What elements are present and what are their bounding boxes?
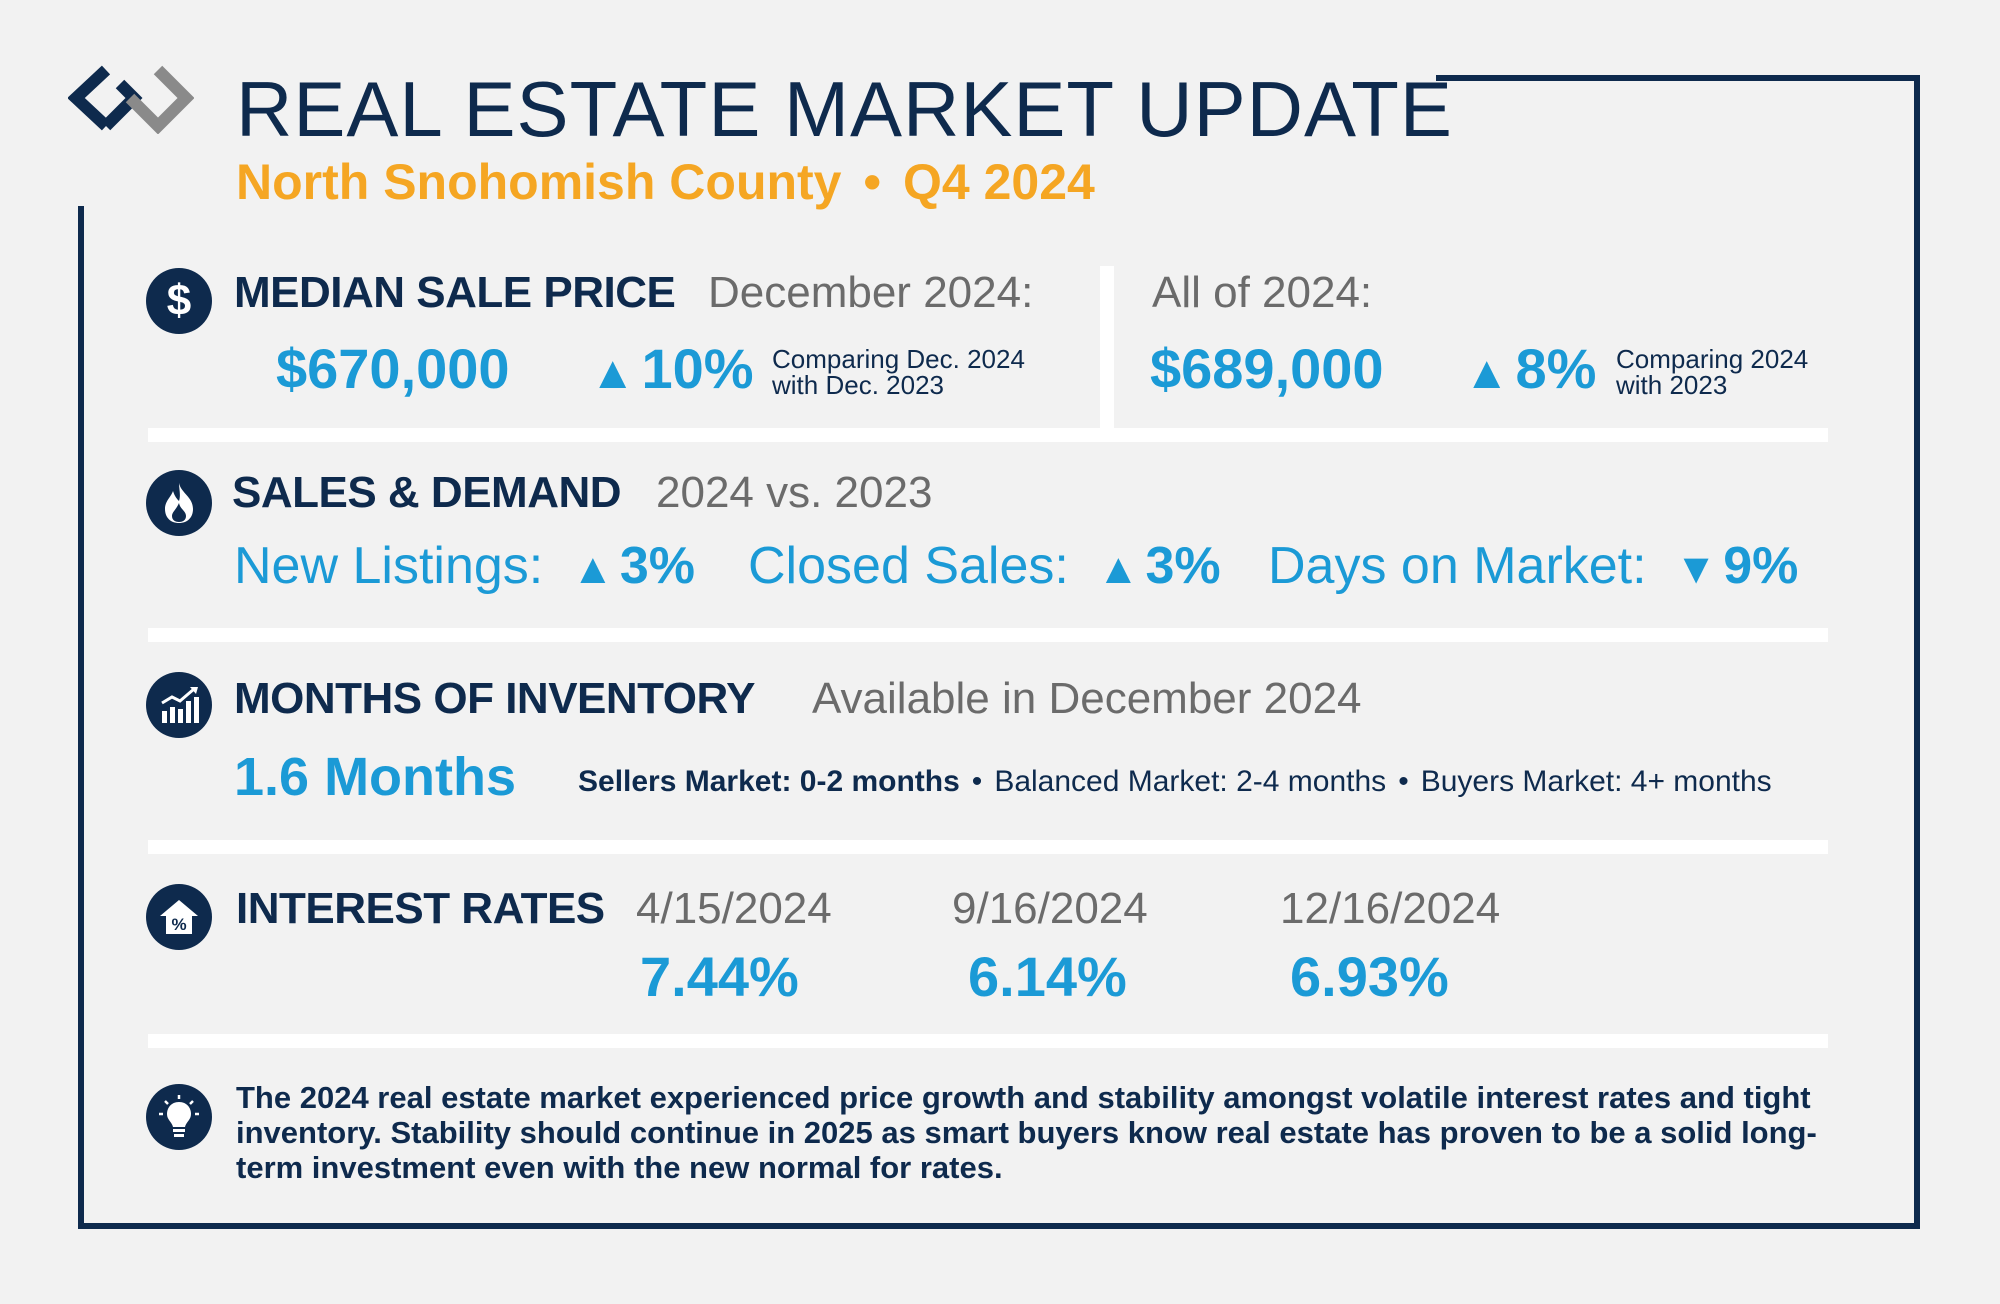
december-note-line-2: with Dec. 2023 <box>772 370 944 400</box>
subtitle-separator: • <box>863 154 882 210</box>
buyers-market-range: Buyers Market: 4+ months <box>1420 765 1772 798</box>
days-on-market-label: Days on Market: <box>1268 537 1647 595</box>
market-insight-text: The 2024 real estate market experienced … <box>236 1080 1817 1185</box>
year-note-line-1: Comparing 2024 <box>1616 344 1809 374</box>
up-arrow-icon: ▲ <box>571 545 614 593</box>
down-arrow-icon: ▼ <box>1675 545 1718 593</box>
rate-value-1: 7.44% <box>640 945 799 1008</box>
closed-sales-label: Closed Sales: <box>748 537 1069 595</box>
rate-date-1: 4/15/2024 <box>636 884 832 933</box>
rate-value-3: 6.93% <box>1290 945 1449 1008</box>
dollar-icon: $ <box>146 268 212 334</box>
december-label: December 2024: <box>708 268 1034 317</box>
year-note-line-2: with 2023 <box>1616 370 1728 400</box>
section-divider <box>148 1034 1828 1048</box>
sales-demand-period: 2024 vs. 2023 <box>656 468 933 517</box>
inventory-value: 1.6 Months <box>234 747 517 807</box>
inventory-heading: MONTHS OF INVENTORY <box>234 674 755 723</box>
closed-sales-value: 3% <box>1145 537 1221 595</box>
section-divider <box>148 428 1828 442</box>
sellers-market-range: Sellers Market: 0-2 months <box>578 765 960 798</box>
december-change: ▲ 10% <box>590 336 754 401</box>
december-note-line-1: Comparing Dec. 2024 <box>772 344 1025 374</box>
year-comparison-note: Comparing 2024 with 2023 <box>1616 346 1808 398</box>
year-change: ▲ 8% <box>1464 336 1596 401</box>
december-median-price: $670,000 <box>276 337 510 400</box>
up-arrow-icon: ▲ <box>1464 346 1510 398</box>
inventory-period: Available in December 2024 <box>812 674 1362 723</box>
quarter-label: Q4 2024 <box>903 154 1095 210</box>
bar-chart-icon <box>146 672 212 738</box>
legend-separator: • <box>1398 765 1409 798</box>
days-on-market-stat: Days on Market: ▼ 9% <box>1268 536 1798 596</box>
frame-bottom-line <box>78 1223 1920 1229</box>
section-divider <box>148 628 1828 642</box>
up-arrow-icon: ▲ <box>590 346 636 398</box>
house-percent-icon: % <box>146 884 212 950</box>
frame-right-line <box>1914 75 1920 1229</box>
lightbulb-icon <box>146 1084 212 1150</box>
region-name: North Snohomish County <box>236 154 842 210</box>
page-title: REAL ESTATE MARKET UPDATE <box>236 65 1453 153</box>
new-listings-label: New Listings: <box>234 537 544 595</box>
year-label: All of 2024: <box>1152 268 1373 317</box>
market-scale-legend: Sellers Market: 0-2 months • Balanced Mark… <box>578 765 1772 799</box>
closed-sales-stat: Closed Sales: ▲ 3% <box>748 536 1221 596</box>
year-median-price: $689,000 <box>1150 337 1384 400</box>
interest-rates-heading: INTEREST RATES <box>236 884 605 933</box>
page-subtitle: North Snohomish County • Q4 2024 <box>236 152 1095 212</box>
median-price-vertical-divider <box>1100 266 1114 428</box>
svg-text:%: % <box>171 915 186 934</box>
december-comparison-note: Comparing Dec. 2024 with Dec. 2023 <box>772 346 1025 398</box>
rate-date-3: 12/16/2024 <box>1280 884 1501 933</box>
new-listings-value: 3% <box>619 537 696 595</box>
up-arrow-icon: ▲ <box>1097 545 1140 593</box>
sales-demand-heading: SALES & DEMAND <box>232 468 622 517</box>
fire-icon <box>146 470 212 536</box>
frame-top-line <box>1436 75 1920 81</box>
rate-date-2: 9/16/2024 <box>952 884 1148 933</box>
section-divider <box>148 840 1828 854</box>
legend-separator: • <box>971 765 983 798</box>
balanced-market-range: Balanced Market: 2-4 months <box>994 765 1387 798</box>
windermere-logo <box>67 62 195 135</box>
rate-value-2: 6.14% <box>968 945 1127 1008</box>
december-change-value: 10% <box>641 337 754 400</box>
year-change-value: 8% <box>1515 337 1597 400</box>
median-price-heading: MEDIAN SALE PRICE <box>234 268 676 317</box>
new-listings-stat: New Listings: ▲ 3% <box>234 536 695 596</box>
days-on-market-value: 9% <box>1723 537 1799 595</box>
frame-left-line <box>78 206 84 1229</box>
